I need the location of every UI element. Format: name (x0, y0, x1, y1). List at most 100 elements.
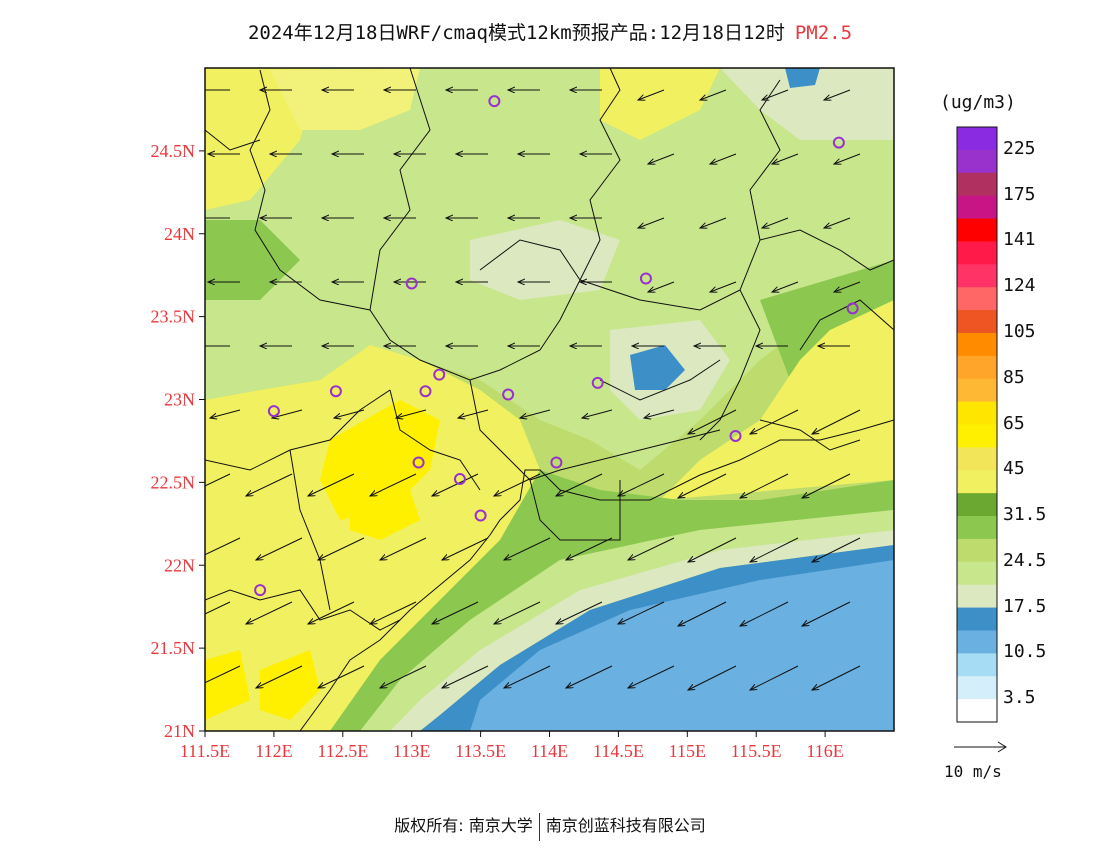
wind-legend-arrow (954, 741, 1007, 753)
colorbar-label: 141 (1003, 229, 1036, 251)
wind-arrow (442, 537, 489, 560)
colorbar-label: 65 (1003, 412, 1025, 434)
wind-arrow (740, 601, 789, 626)
colorbar-swatch (957, 699, 997, 723)
wind-arrow (504, 537, 551, 560)
station-marker (412, 456, 425, 469)
station-marker (433, 368, 446, 381)
north-blue-patch (785, 68, 820, 88)
lat-label: 24N (164, 224, 195, 244)
wind-arrow (318, 537, 365, 560)
wind-arrow (700, 89, 727, 100)
lon-label: 111.5E (180, 741, 230, 761)
colorbar-label: 105 (1003, 320, 1036, 342)
sea-light (470, 560, 894, 731)
east-coastal-yellow (660, 300, 894, 500)
wind-arrow (582, 409, 613, 418)
wind-arrow (205, 473, 231, 487)
colorbar-swatch (957, 355, 997, 380)
wind-arrow (380, 665, 427, 688)
wind-arrow (688, 537, 737, 562)
station-marker (267, 405, 280, 418)
wind-arrow (824, 89, 851, 100)
colorbar-swatch (957, 447, 997, 471)
colorbar-frame (956, 126, 998, 723)
wind-arrow (688, 409, 737, 434)
lon-label: 116E (806, 741, 843, 761)
wind-arrow (370, 473, 417, 496)
wind-arrow (762, 89, 789, 100)
footer-copyright: 版权所有: 南京大学 (394, 816, 533, 835)
lat-label: 21N (164, 721, 195, 741)
lat-label: 23N (164, 390, 195, 410)
wind-arrow (834, 281, 861, 292)
station-marker (419, 385, 432, 398)
lon-label: 115E (669, 741, 706, 761)
wind-arrow (812, 537, 861, 562)
wind-arrow (812, 409, 861, 434)
coastline (299, 419, 894, 731)
colorbar-swatch (957, 470, 997, 494)
colorbar-swatch (957, 218, 997, 242)
title-pollutant: PM2.5 (794, 22, 853, 44)
station-marker (591, 376, 604, 389)
colorbar-swatch (957, 561, 997, 586)
lat-label: 24.5N (151, 141, 196, 161)
wind-arrow (618, 601, 665, 624)
wind-legend-label: 10 m/s (944, 762, 1002, 781)
colorbar-swatch (957, 195, 997, 220)
station-marker (488, 95, 501, 108)
lon-label: 112E (255, 741, 292, 761)
colorbar-label: 31.5 (1003, 504, 1047, 526)
wind-arrow (432, 601, 479, 624)
coastal-green (330, 470, 894, 731)
wind-arrow (442, 665, 489, 688)
colorbar-swatch (957, 676, 997, 700)
coastal-pale (390, 530, 894, 731)
wind-arrow (380, 537, 427, 560)
colorbar-label: 175 (1003, 183, 1036, 205)
wind-arrow (628, 665, 675, 688)
wind-arrow (618, 473, 665, 496)
wind-arrow (494, 601, 541, 624)
colorbar-swatch (957, 310, 997, 334)
wind-arrow (812, 665, 861, 690)
wind-arrow (824, 217, 851, 228)
lat-label: 22.5N (151, 472, 196, 492)
wind-arrow (210, 409, 241, 418)
wind-arrow (396, 409, 427, 418)
wind-arrow (370, 601, 417, 624)
wind-arrow (334, 409, 365, 418)
wind-arrow (520, 409, 551, 418)
lon-label: 113.5E (455, 741, 506, 761)
wind-arrow (648, 153, 675, 164)
wind-arrow (205, 537, 241, 556)
colorbar-unit: (ug/m3) (940, 92, 1016, 113)
wind-arrow (750, 665, 799, 690)
colorbar-swatch (957, 287, 997, 311)
footer-separator (538, 812, 540, 841)
wind-arrow (205, 665, 241, 684)
footer: 版权所有: 南京大学 南京创蓝科技有限公司 (0, 812, 1100, 841)
colorbar-swatch (957, 401, 997, 425)
colorbar-swatch (957, 584, 997, 609)
wind-arrow (432, 473, 479, 496)
colorbar-label: 225 (1003, 137, 1036, 159)
colorbar-swatch (957, 516, 997, 540)
colorbar-swatch (957, 241, 997, 265)
station-marker (846, 302, 859, 315)
north-center-yellow (600, 68, 720, 140)
wind-arrow (700, 217, 727, 228)
colorbar-swatch (957, 493, 997, 517)
colorbar-label: 124 (1003, 275, 1036, 297)
lat-label: 21.5N (151, 638, 196, 658)
wind-vectors (205, 89, 861, 690)
wind-arrow (246, 473, 293, 496)
colorbar-label: 85 (1003, 366, 1025, 388)
wind-arrow (802, 601, 851, 626)
colorbar-swatch (957, 424, 997, 448)
wind-arrow (494, 473, 541, 496)
wind-arrow (638, 217, 665, 228)
footer-company: 南京创蓝科技有限公司 (545, 816, 706, 835)
